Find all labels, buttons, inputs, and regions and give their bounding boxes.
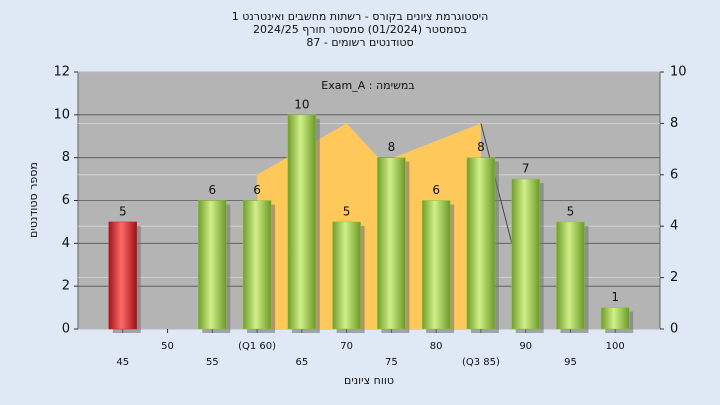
value-label: 5 — [343, 204, 351, 218]
bar — [511, 178, 540, 330]
x-tick-label: (Q1 60) — [238, 341, 276, 352]
bar — [377, 157, 406, 330]
x-tick-label: (Q3 85) — [462, 357, 500, 368]
bar — [242, 200, 272, 330]
y-tick-label: 6 — [62, 193, 70, 208]
chart-subtitle: בסמסטר (01/2024) סמסטר חורף 2024/25 — [253, 23, 467, 36]
x-tick-label: 70 — [340, 341, 353, 352]
bar — [332, 221, 361, 330]
y-axis-label: מספר סטודנטים — [27, 162, 40, 238]
x-tick-label: 95 — [564, 357, 577, 368]
y2-tick-label: 10 — [670, 65, 687, 80]
chart-title: היסטוגרמת ציונים בקורס - רשתות מחשבים וא… — [232, 10, 489, 23]
value-label: 8 — [477, 140, 485, 154]
value-label: 6 — [432, 183, 440, 197]
bar — [108, 221, 138, 330]
y2-tick-label: 0 — [670, 322, 678, 337]
y-tick-label: 8 — [62, 150, 70, 165]
value-label: 10 — [294, 97, 309, 111]
value-label: 1 — [611, 290, 619, 304]
x-tick-label: 90 — [519, 341, 532, 352]
x-tick-label: 65 — [295, 357, 308, 368]
x-tick-label: 55 — [206, 357, 219, 368]
value-label: 7 — [522, 162, 530, 176]
x-tick-label: 45 — [116, 357, 129, 368]
chart-subtitle: סטודנטים רשומים - 87 — [306, 36, 413, 49]
y-tick-label: 2 — [62, 279, 70, 294]
y2-tick-label: 2 — [670, 270, 678, 285]
value-label: 6 — [253, 183, 261, 197]
y-tick-label: 10 — [53, 107, 70, 122]
x-tick-label: 75 — [385, 357, 398, 368]
x-tick-label: 50 — [161, 341, 174, 352]
y-tick-label: 12 — [53, 65, 70, 80]
bar — [466, 157, 496, 330]
value-label: 8 — [388, 140, 396, 154]
y-tick-label: 4 — [62, 236, 70, 251]
y2-tick-label: 6 — [670, 167, 678, 182]
y2-tick-label: 8 — [670, 116, 678, 131]
bar — [421, 200, 451, 330]
bar — [287, 114, 317, 330]
bar — [600, 307, 630, 330]
value-label: 6 — [208, 183, 216, 197]
value-label: 5 — [119, 204, 127, 218]
annotation: במשימה : Exam_A — [321, 79, 414, 92]
y-tick-label: 0 — [62, 322, 70, 337]
value-label: 5 — [567, 204, 575, 218]
bar — [556, 221, 585, 330]
x-axis-label: טווח ציונים — [344, 374, 394, 387]
x-tick-label: 80 — [430, 341, 443, 352]
bar — [198, 200, 227, 330]
x-tick-label: 100 — [606, 341, 625, 352]
y2-tick-label: 4 — [670, 219, 678, 234]
